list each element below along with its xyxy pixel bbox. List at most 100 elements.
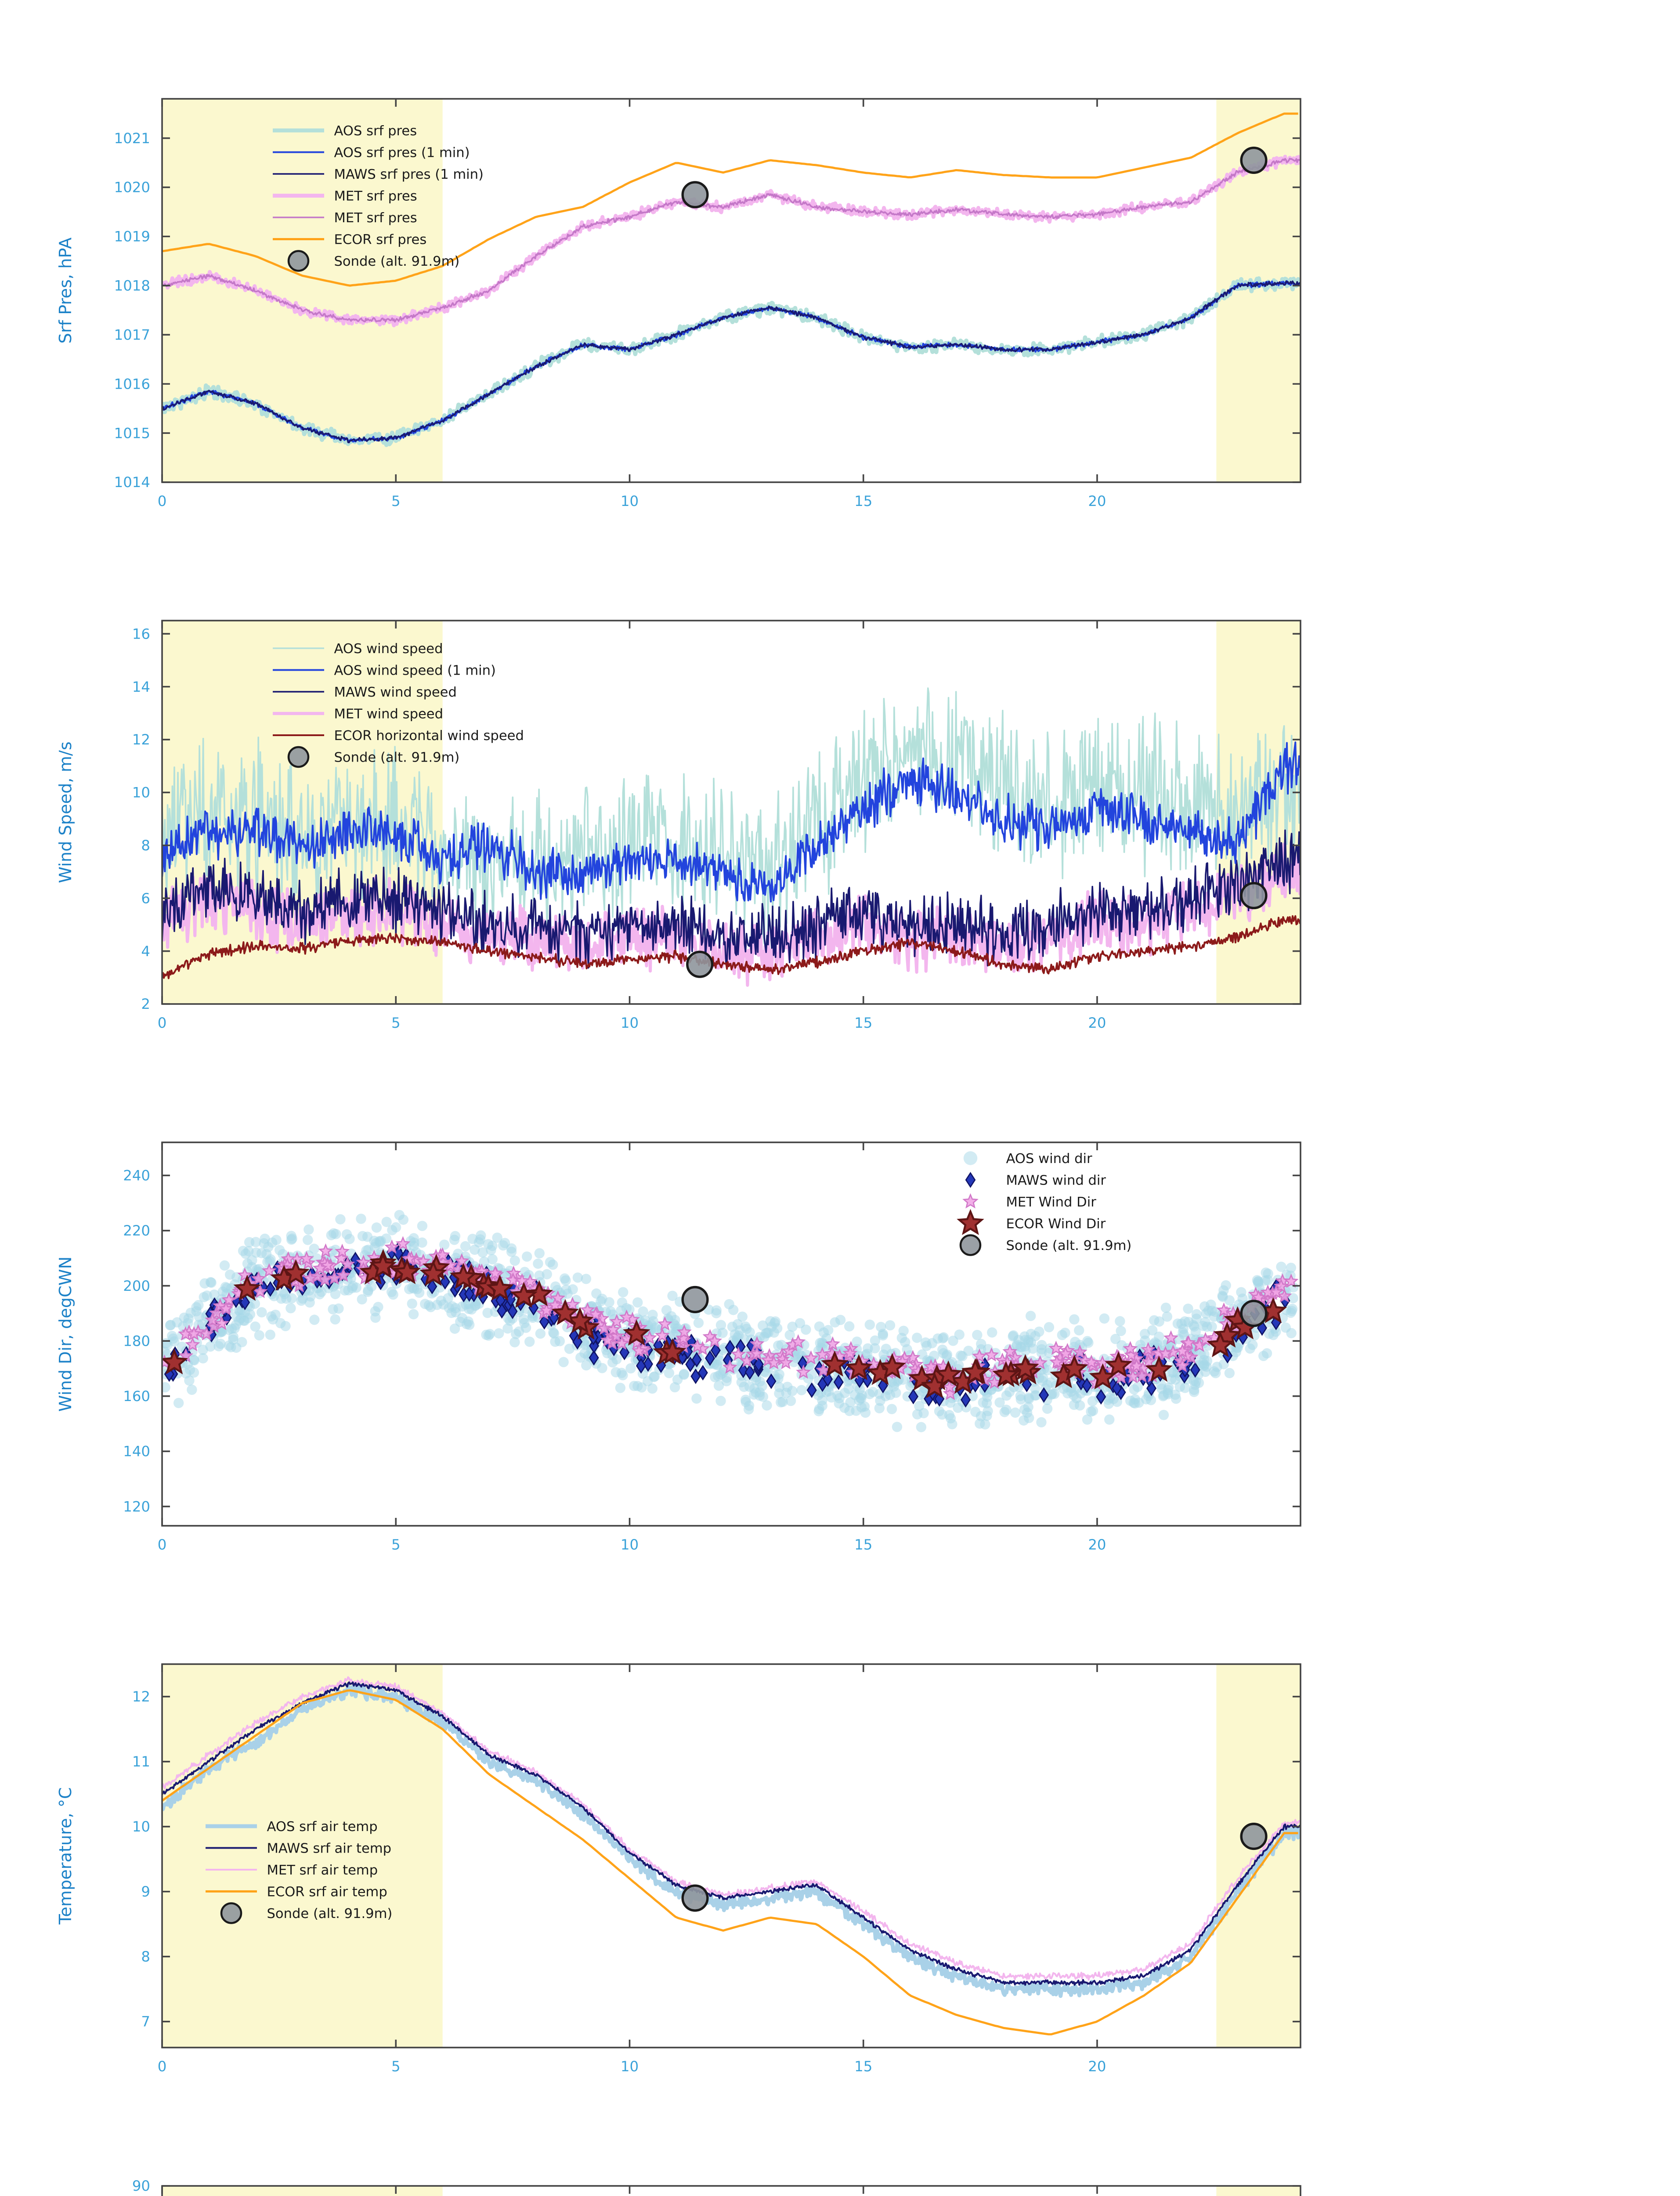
legend-sonde-marker — [287, 746, 310, 768]
y-tick-label: 4 — [141, 943, 150, 959]
sonde-markers — [681, 1822, 1268, 1911]
series-aos-wind-speed — [162, 687, 1301, 944]
x-axis-label: UTC hours on 20240520 — [630, 2085, 833, 2086]
legend-label: Sonde (alt. 91.9m) — [267, 1906, 393, 1921]
series-met-srf-pres — [162, 158, 1301, 323]
legend-marker — [963, 1151, 978, 1165]
y-tick-label: 1015 — [114, 425, 150, 441]
x-tick-label: 5 — [391, 1014, 401, 1031]
x-tick-label: 10 — [621, 1536, 639, 1553]
shaded-region — [162, 2185, 443, 2196]
legend-marker — [965, 1171, 976, 1188]
x-axis-label: UTC hours on 20240520 — [630, 1042, 833, 1043]
sonde-marker — [681, 1285, 709, 1313]
y-tick-label: 10 — [132, 784, 150, 801]
legend: AOS srf pres AOS srf pres (1 min) MAWS srf… — [273, 123, 484, 272]
chart-svg-wind-speed-m-s: 2 4 6 8 10 12 14 16 0 5 10 15 20 UTC hours on 2024052… — [56, 619, 1301, 1043]
legend-label: AOS srf pres — [334, 123, 417, 139]
shaded-region — [162, 1663, 443, 2047]
sonde-marker — [681, 1883, 709, 1911]
y-tick-label: 9 — [141, 1882, 150, 1899]
x-tick-label: 0 — [158, 1536, 167, 1553]
legend-label: MAWS wind speed — [334, 685, 457, 700]
x-tick-label: 15 — [854, 1014, 872, 1031]
legend-label: AOS srf air temp — [267, 1819, 378, 1834]
legend-label: Sonde (alt. 91.9m) — [334, 750, 460, 765]
y-axis-label: Srf Pres, hPA — [56, 238, 76, 344]
y-tick-label: 12 — [132, 731, 150, 748]
y-tick-label: 120 — [123, 1498, 150, 1514]
chart-svg-relative-humidity: 65707580859005101520UTC hours on 2024052… — [132, 2177, 1301, 2196]
series-maws-srf-pres-1-min — [162, 280, 1301, 444]
y-tick-label: 2 — [141, 996, 150, 1012]
series-aos-wind-speed-1-min — [162, 741, 1301, 903]
axes-box — [161, 2184, 1301, 2196]
y-tick-label: 1018 — [114, 278, 150, 294]
legend-label: AOS srf pres (1 min) — [334, 145, 470, 161]
sonde-marker — [1240, 881, 1268, 909]
y-axis-label: Temperature, °C — [56, 1787, 76, 1924]
axes-box — [161, 1141, 1301, 1526]
legend-label: ECOR Wind Dir — [1006, 1216, 1106, 1232]
y-tick-label: 16 — [132, 625, 150, 642]
x-tick-label: 0 — [158, 1014, 167, 1031]
panel-wind-dir: 120 140 160 180 200 220 240 0 5 10 15 20 UTC hours o… — [0, 1043, 1680, 1564]
y-tick-label: 1019 — [114, 228, 150, 245]
y-tick-label: 11 — [132, 1753, 150, 1770]
legend-label: AOS wind dir — [1006, 1151, 1092, 1166]
legend-label: Sonde (alt. 91.9m) — [1006, 1238, 1131, 1253]
x-tick-label: 5 — [391, 2057, 401, 2074]
plot-area — [162, 1209, 1299, 1432]
legend-label: MET wind speed — [334, 706, 444, 722]
legend-label: ECOR srf pres — [334, 232, 427, 248]
sonde-marker — [681, 181, 709, 209]
x-tick-label: 10 — [621, 493, 639, 509]
axes-box — [161, 1662, 1301, 2048]
axes-box — [161, 98, 1301, 483]
legend-label: MET srf pres — [334, 189, 417, 204]
y-tick-label: 220 — [123, 1222, 150, 1239]
legend-label: MAWS srf pres (1 min) — [334, 167, 484, 182]
plot-area — [162, 112, 1301, 447]
y-tick-label: 1021 — [114, 130, 150, 147]
legend-label: AOS wind speed (1 min) — [334, 663, 496, 678]
y-tick-label: 1016 — [114, 376, 150, 392]
legend-label: Sonde (alt. 91.9m) — [334, 254, 460, 269]
panel-temperature: 7 8 9 10 11 12 0 5 10 15 20 UTC hours on 20240520 Te… — [0, 1564, 1680, 2086]
x-tick-label: 15 — [854, 1536, 872, 1553]
legend: AOS wind dir MAWS wind dir MET Wind Dir ECO… — [957, 1151, 1131, 1256]
chart-svg-temperature-c: 7 8 9 10 11 12 0 5 10 15 20 UTC hours on 20240520 Te… — [56, 1662, 1301, 2086]
x-tick-label: 20 — [1088, 1014, 1106, 1031]
x-tick-label: 15 — [854, 493, 872, 509]
x-tick-label: 10 — [621, 1014, 639, 1031]
legend: AOS wind speed AOS wind speed (1 min) MAWS… — [273, 641, 524, 768]
x-tick-label: 5 — [391, 1536, 401, 1553]
ticks: 2 4 6 8 10 12 14 16 0 5 10 15 20 — [132, 620, 1301, 1031]
sonde-marker — [1240, 1822, 1268, 1849]
x-tick-label: 20 — [1088, 2057, 1106, 2074]
y-tick-label: 1017 — [114, 326, 150, 343]
plot-area — [162, 687, 1301, 987]
legend-label: MET srf air temp — [267, 1862, 378, 1878]
chart-svg-wind-dir-degcwn: 12014016018020022024005101520UTC hours o… — [56, 1141, 1301, 1564]
legend-label: ECOR srf air temp — [267, 1884, 387, 1899]
x-tick-label: 20 — [1088, 493, 1106, 509]
y-tick-label: 14 — [132, 678, 150, 695]
series-ecor-srf-pres — [162, 112, 1298, 287]
legend-label: MAWS srf air temp — [267, 1840, 392, 1856]
y-axis-label: Wind Speed, m/s — [56, 741, 76, 883]
sonde-marker — [1240, 1299, 1268, 1327]
panel-relative-humidity: 65707580859005101520 UTC hours on 2024052… — [0, 2086, 1680, 2196]
y-tick-label: 1020 — [114, 179, 150, 196]
y-tick-label: 6 — [141, 890, 150, 907]
y-tick-label: 160 — [123, 1387, 150, 1404]
x-tick-label: 20 — [1088, 1536, 1106, 1553]
series-maws-wind-speed — [162, 829, 1301, 968]
y-tick-label: 140 — [123, 1443, 150, 1459]
y-tick-label: 200 — [123, 1277, 150, 1294]
series-met-wind-speed — [162, 842, 1301, 987]
panel-wind-speed: 2 4 6 8 10 12 14 16 0 5 10 15 20 UTC hours on 2024052… — [0, 521, 1680, 1043]
series-maws-srf-air-temp — [162, 1680, 1301, 1985]
